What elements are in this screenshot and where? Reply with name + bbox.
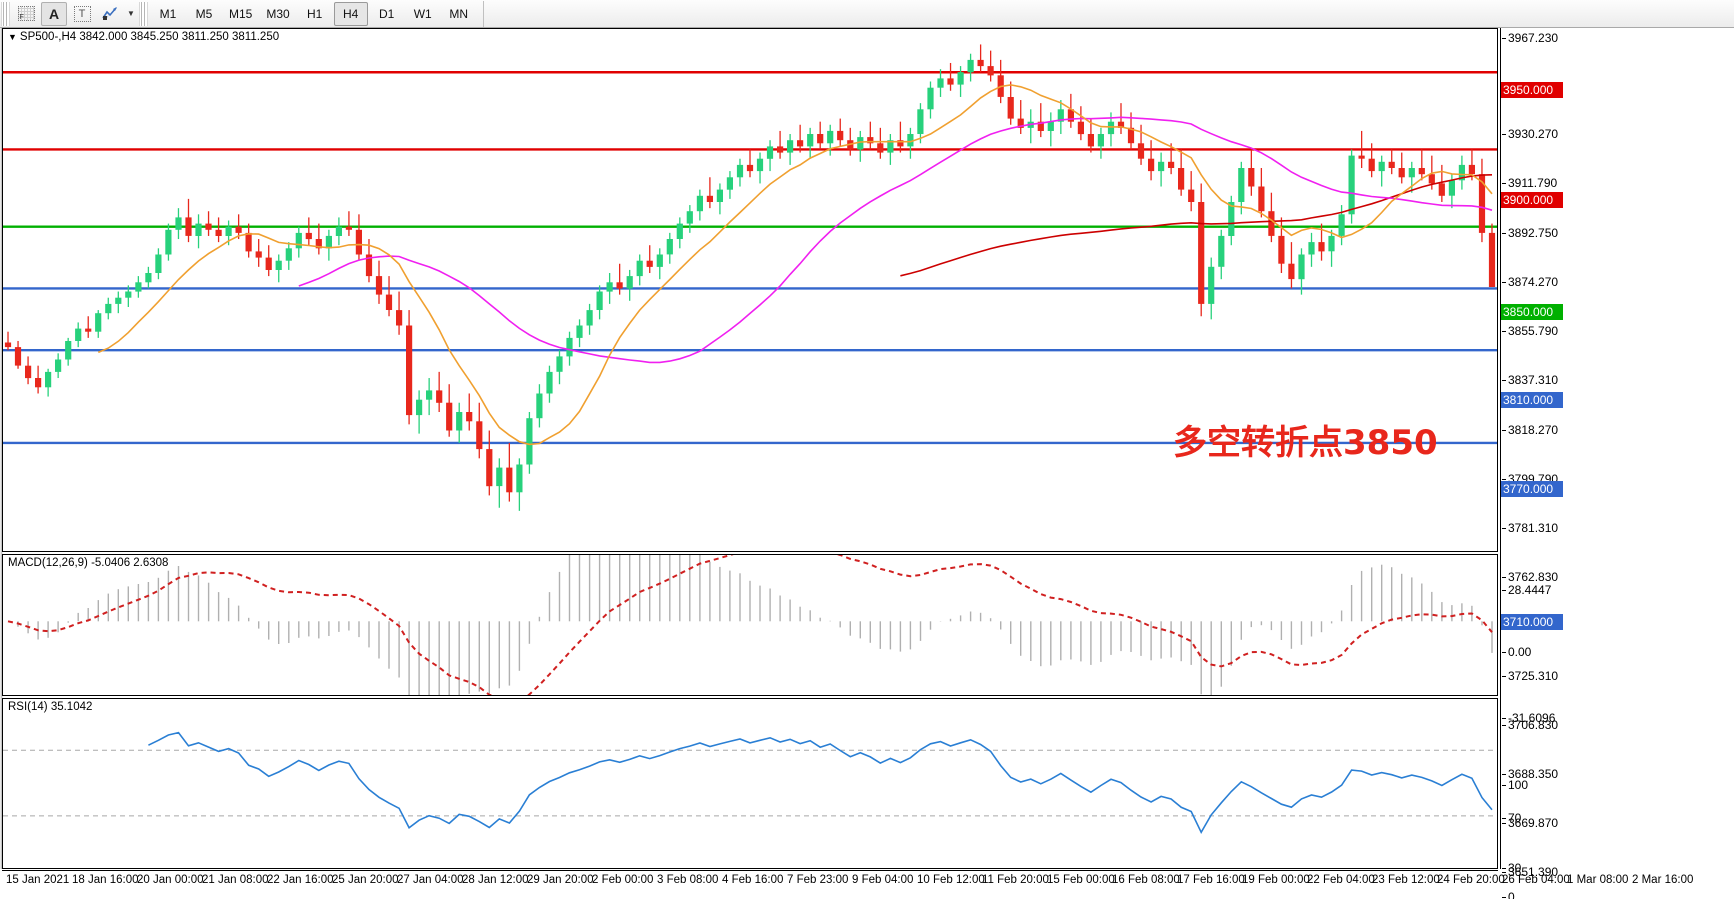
timeframe-group: M1 M5 M15 M30 H1 H4 D1 W1 MN	[150, 1, 477, 26]
chart-annotation-text[interactable]: 多空转折点3850	[1173, 423, 1438, 463]
time-tick-label: 27 Jan 04:00	[397, 874, 464, 886]
time-tick-label: 3 Feb 08:00	[657, 874, 719, 886]
price-tick-label: 3725.310	[1501, 669, 1559, 683]
symbol-ohlc-text: SP500-,H4 3842.000 3845.250 3811.250 381…	[19, 31, 280, 43]
time-tick-label: 23 Feb 12:00	[1372, 874, 1440, 886]
rsi-axis-label: 70	[1501, 811, 1522, 825]
time-tick-label: 2 Mar 16:00	[1632, 874, 1694, 886]
time-tick-label: 15 Jan 2021	[6, 874, 70, 886]
rsi-axis-label: 30	[1501, 861, 1522, 875]
price-tick-label: 3818.270	[1501, 423, 1559, 437]
rsi-panel[interactable]: RSI(14) 35.1042	[2, 698, 1498, 869]
price-candlestick-chart: 多空转折点3850	[3, 44, 1497, 511]
rsi-indicator-chart	[3, 731, 1497, 835]
macd-axis-label: -31.6096	[1501, 711, 1556, 725]
rsi-axis-label: 100	[1501, 778, 1529, 792]
level-price-badge-resistance[interactable]: 3900.000	[1501, 192, 1563, 208]
time-tick-label: 18 Jan 16:00	[72, 874, 139, 886]
toolbar-end-separator	[482, 0, 484, 27]
time-tick-label: 11 Feb 20:00	[982, 874, 1049, 886]
price-tick-label: 3781.310	[1501, 521, 1559, 535]
macd-axis-label: 0.00	[1501, 645, 1532, 659]
text-object-A-icon[interactable]: A	[41, 1, 67, 26]
price-tick-label: 3930.270	[1501, 127, 1559, 141]
time-tick-label: 2 Feb 00:00	[592, 874, 654, 886]
time-tick-label: 20 Jan 00:00	[137, 874, 204, 886]
main-toolbar: A T ▼ M1 M5 M15 M30 H1 H4 D1 W1 MN	[0, 0, 1734, 28]
time-tick-label: 9 Feb 04:00	[852, 874, 914, 886]
macd-label: MACD(12,26,9) -5.0406 2.6308	[8, 557, 169, 569]
macd-axis-label: 28.4447	[1501, 583, 1552, 597]
timeframe-button-m1[interactable]: M1	[159, 6, 177, 21]
indicators-dropdown-caret[interactable]: ▼	[127, 9, 135, 18]
indicators-icon[interactable]	[97, 2, 123, 26]
indicators-glyph	[102, 6, 117, 20]
time-tick-label: 7 Feb 23:00	[787, 874, 849, 886]
text-label-T-icon[interactable]: T	[69, 2, 95, 26]
timeframe-button-mn[interactable]: MN	[449, 6, 469, 21]
time-tick-label: 10 Feb 12:00	[917, 874, 985, 886]
timeframe-button-m15[interactable]: M15	[229, 6, 253, 21]
time-tick-label: 22 Jan 16:00	[267, 874, 334, 886]
price-panel[interactable]: ▼ SP500-,H4 3842.000 3845.250 3811.250 38…	[2, 28, 1498, 552]
panel-collapse-icon[interactable]: ▼	[8, 32, 17, 42]
price-tick-label: 3967.230	[1501, 31, 1559, 45]
timeframe-button-d1[interactable]: D1	[379, 6, 395, 21]
price-tick-label: 3651.390	[1501, 865, 1559, 879]
macd-indicator-chart	[7, 555, 1493, 695]
level-price-badge-resistance[interactable]: 3950.000	[1501, 82, 1563, 98]
axis-divider-line	[1500, 28, 1501, 869]
time-tick-label: 17 Feb 16:00	[1177, 874, 1245, 886]
vertical-scroll-grip[interactable]	[0, 28, 3, 869]
time-tick-label: 22 Feb 04:00	[1307, 874, 1375, 886]
time-tick-label: 4 Feb 16:00	[722, 874, 784, 886]
price-tick-label: 3855.790	[1501, 324, 1559, 338]
time-tick-label: 29 Jan 20:00	[527, 874, 594, 886]
level-price-badge-support[interactable]: 3810.000	[1501, 392, 1563, 408]
chart-workspace: ▼ SP500-,H4 3842.000 3845.250 3811.250 38…	[0, 28, 1734, 899]
timeframe-group-grip[interactable]	[139, 1, 148, 26]
rsi-axis-label: 0	[1502, 890, 1515, 899]
rsi-label: RSI(14) 35.1042	[8, 701, 93, 713]
timeframe-button-w1[interactable]: W1	[413, 6, 432, 21]
time-tick-label: 28 Jan 12:00	[462, 874, 529, 886]
price-tick-label: 3669.870	[1501, 816, 1559, 830]
timeframe-button-m30[interactable]: M30	[266, 6, 290, 21]
price-tick-label: 3706.830	[1501, 718, 1559, 732]
time-tick-label: 24 Feb 20:00	[1437, 874, 1505, 886]
timeframe-button-m5[interactable]: M5	[195, 6, 213, 21]
price-tick-label: 3874.270	[1501, 275, 1559, 289]
time-tick-label: 21 Jan 08:00	[202, 874, 269, 886]
price-tick-label: 3688.350	[1501, 767, 1559, 781]
crosshair-grid-icon[interactable]	[13, 2, 39, 26]
price-tick-label: 3837.310	[1501, 373, 1559, 387]
time-tick-label: 15 Feb 00:00	[1047, 874, 1115, 886]
time-axis[interactable]: 15 Jan 2021 18 Jan 16:00 20 Jan 00:00 21 Ja…	[2, 870, 1693, 899]
price-tick-label: 3911.790	[1501, 176, 1558, 190]
level-price-badge-support[interactable]: 3770.000	[1501, 481, 1563, 497]
price-tick-label: 3892.750	[1501, 226, 1559, 240]
time-tick-label: 19 Feb 00:00	[1242, 874, 1310, 886]
level-price-badge-pivot[interactable]: 3850.000	[1501, 304, 1563, 320]
price-tick-label: 3762.830	[1501, 570, 1559, 584]
time-tick-label: 25 Jan 20:00	[332, 874, 399, 886]
time-tick-label: 26 Feb 04:00	[1502, 874, 1570, 886]
timeframe-button-h4[interactable]: H4	[333, 1, 368, 26]
chart-header-label: ▼ SP500-,H4 3842.000 3845.250 3811.250 38…	[8, 31, 279, 43]
time-tick-label: 1 Mar 08:00	[1567, 874, 1629, 886]
timeframe-button-h1[interactable]: H1	[307, 6, 323, 21]
level-price-badge-support[interactable]: 3710.000	[1501, 614, 1563, 630]
time-tick-label: 16 Feb 08:00	[1112, 874, 1180, 886]
macd-panel[interactable]: MACD(12,26,9) -5.0406 2.6308	[2, 554, 1498, 696]
toolbar-drag-grip[interactable]	[1, 1, 10, 26]
value-axis[interactable]: 3967.230 3930.270 3911.790 3892.750 3874.270…	[1500, 28, 1734, 899]
